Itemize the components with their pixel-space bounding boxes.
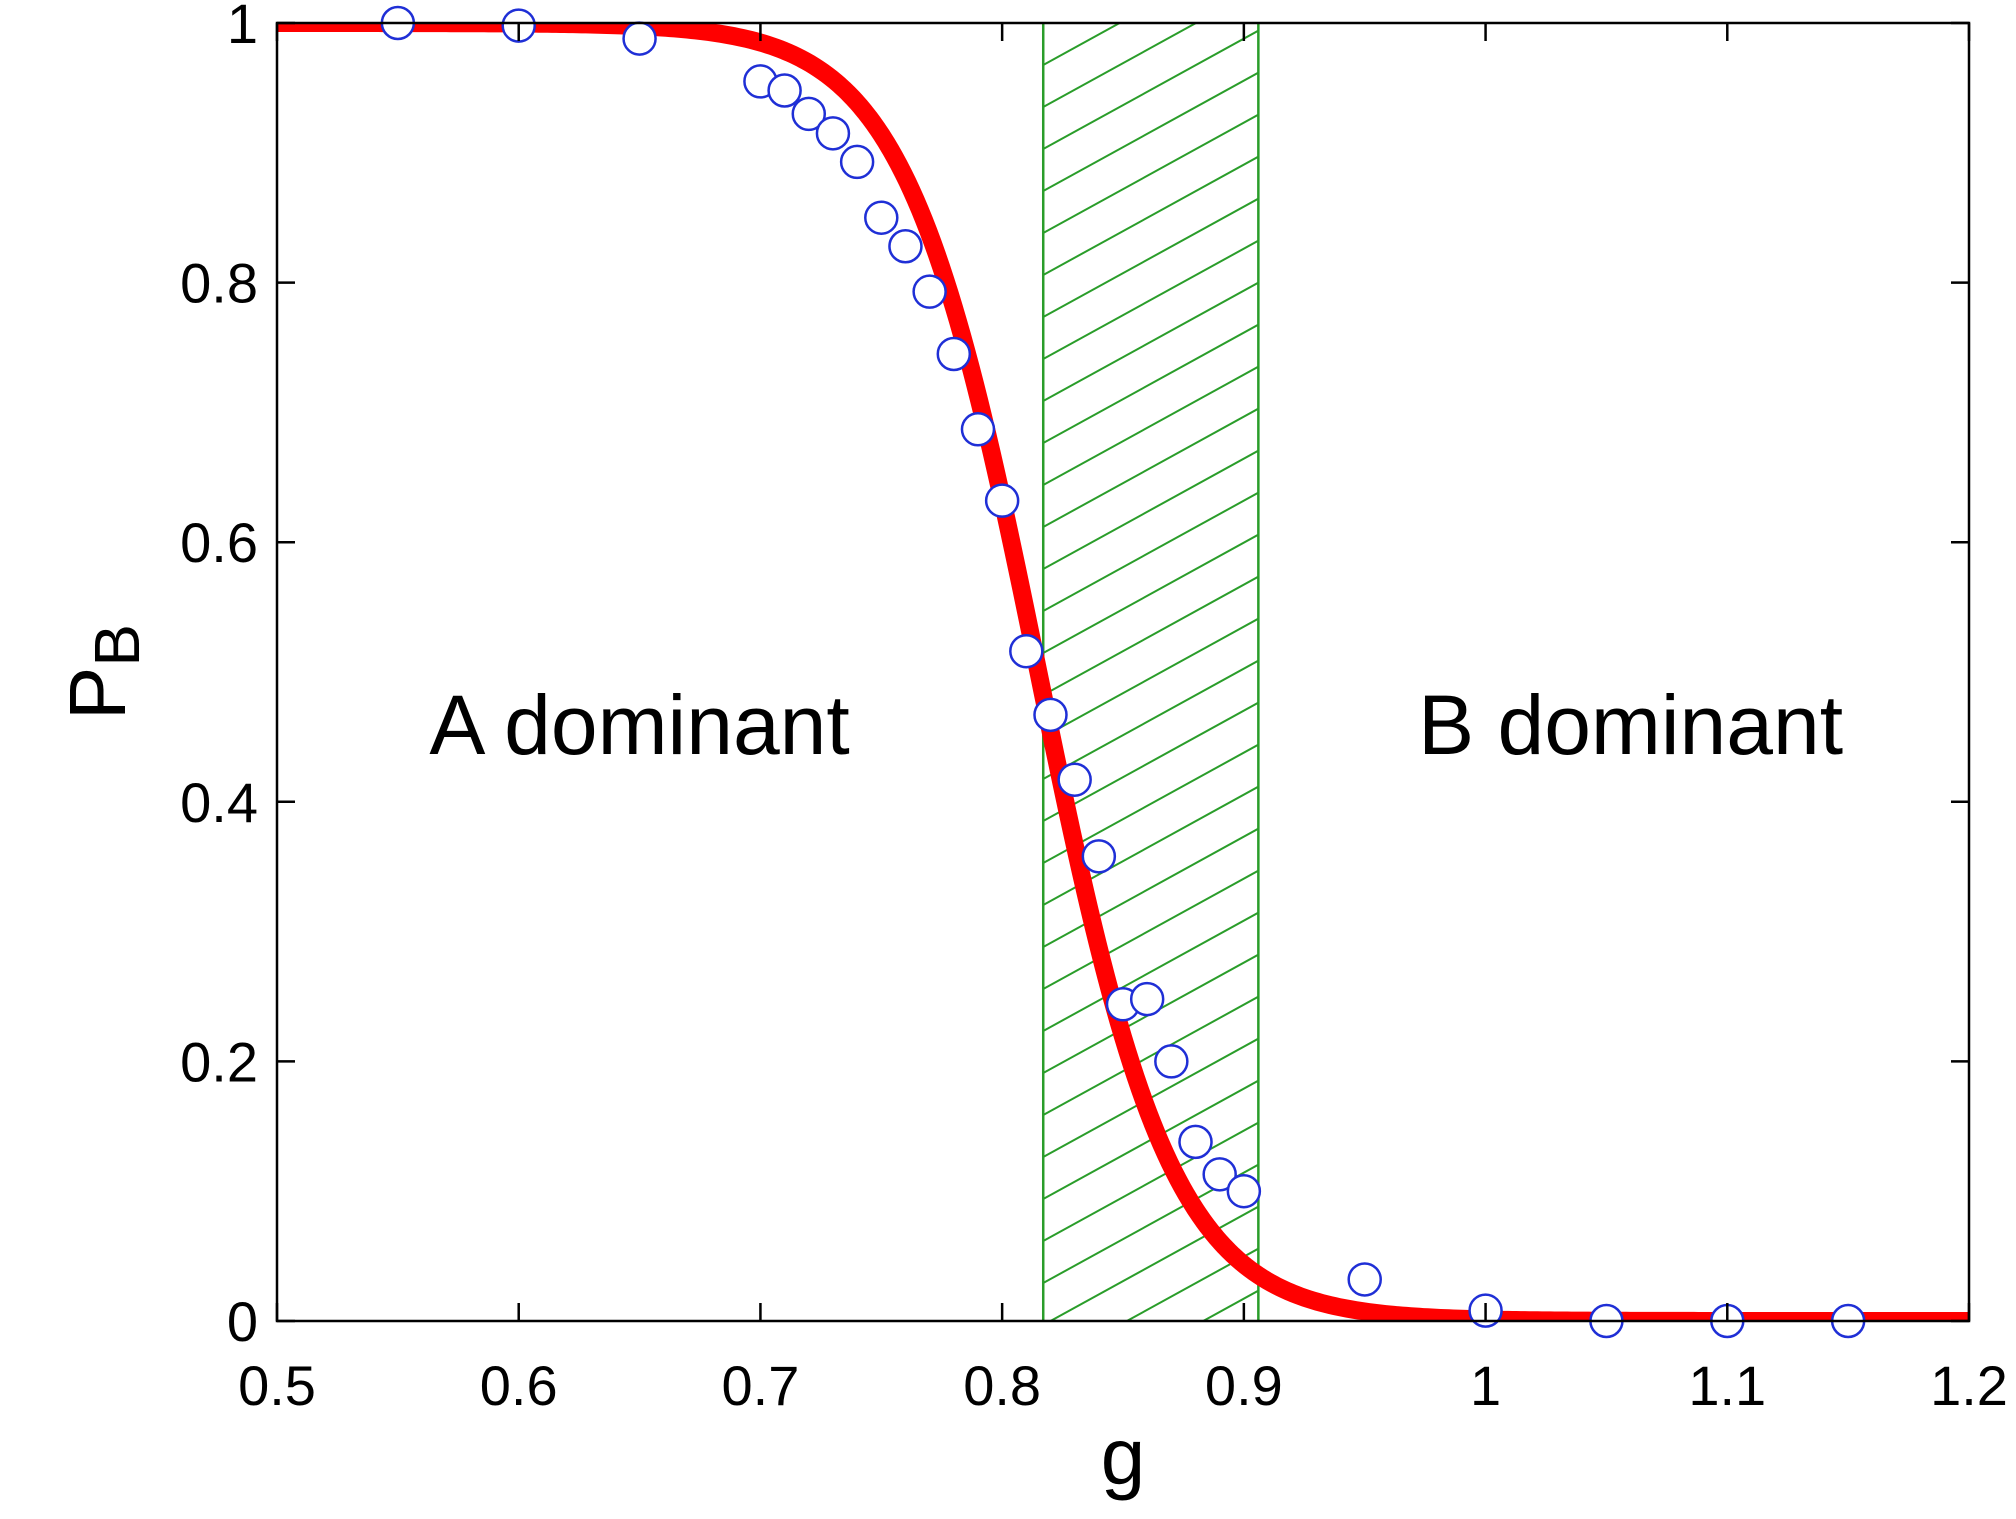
hatch-lines [1043,23,1259,1321]
x-tick-labels: 0.5 0.6 0.7 0.8 0.9 1 1.1 1.2 [238,1354,2008,1417]
data-point [888,229,923,264]
data-point [1129,981,1165,1017]
data-point [815,116,851,151]
y-tick-label: 0.6 [180,511,258,574]
data-point [984,483,1020,518]
shaded-region [1041,23,1260,1321]
data-markers [380,5,1866,1339]
y-tick-label: 1 [227,0,258,55]
x-tick-label: 0.5 [238,1354,316,1417]
x-tick-label: 0.8 [963,1354,1041,1417]
y-tick-label: 0 [227,1290,258,1353]
data-point [1226,1173,1262,1209]
data-point [767,73,802,108]
annotation-b-dominant: B dominant [1418,678,1843,772]
y-tick-label: 0.4 [180,771,258,834]
plot-frame [275,21,1971,1323]
data-point [1033,697,1068,733]
data-point [1154,1044,1189,1079]
svg-text:PB: PB [53,624,153,720]
data-point [960,412,996,447]
data-point [936,336,972,372]
y-axis-title-subscript: B [81,624,153,667]
annotation-a-dominant: A dominant [429,678,849,772]
data-point [1178,1124,1213,1160]
x-tick-label: 1.1 [1688,1354,1766,1417]
data-point [1347,1262,1382,1297]
data-point [912,274,947,309]
y-tick-labels: 0 0.2 0.4 0.6 0.8 1 [180,0,258,1353]
data-point [1202,1157,1237,1192]
data-point [839,144,875,180]
data-point [622,21,657,56]
x-tick-label: 0.7 [721,1354,799,1417]
y-axis-title-main: P [53,667,142,720]
x-tick-label: 0.6 [480,1354,558,1417]
data-point [1009,633,1044,669]
data-point [864,200,899,235]
x-tick-label: 1.2 [1930,1354,2008,1417]
data-point [1057,762,1092,797]
axis-ticks [275,21,1971,1323]
data-point [791,96,827,132]
y-tick-label: 0.2 [180,1030,258,1093]
x-axis-title: g [1101,1412,1146,1501]
x-tick-label: 0.9 [1205,1354,1283,1417]
x-tick-label: 1 [1470,1354,1501,1417]
y-axis-title: PB [53,624,153,720]
data-point [1081,839,1117,874]
fit-curve [277,23,1969,1321]
y-tick-label: 0.8 [180,252,258,315]
